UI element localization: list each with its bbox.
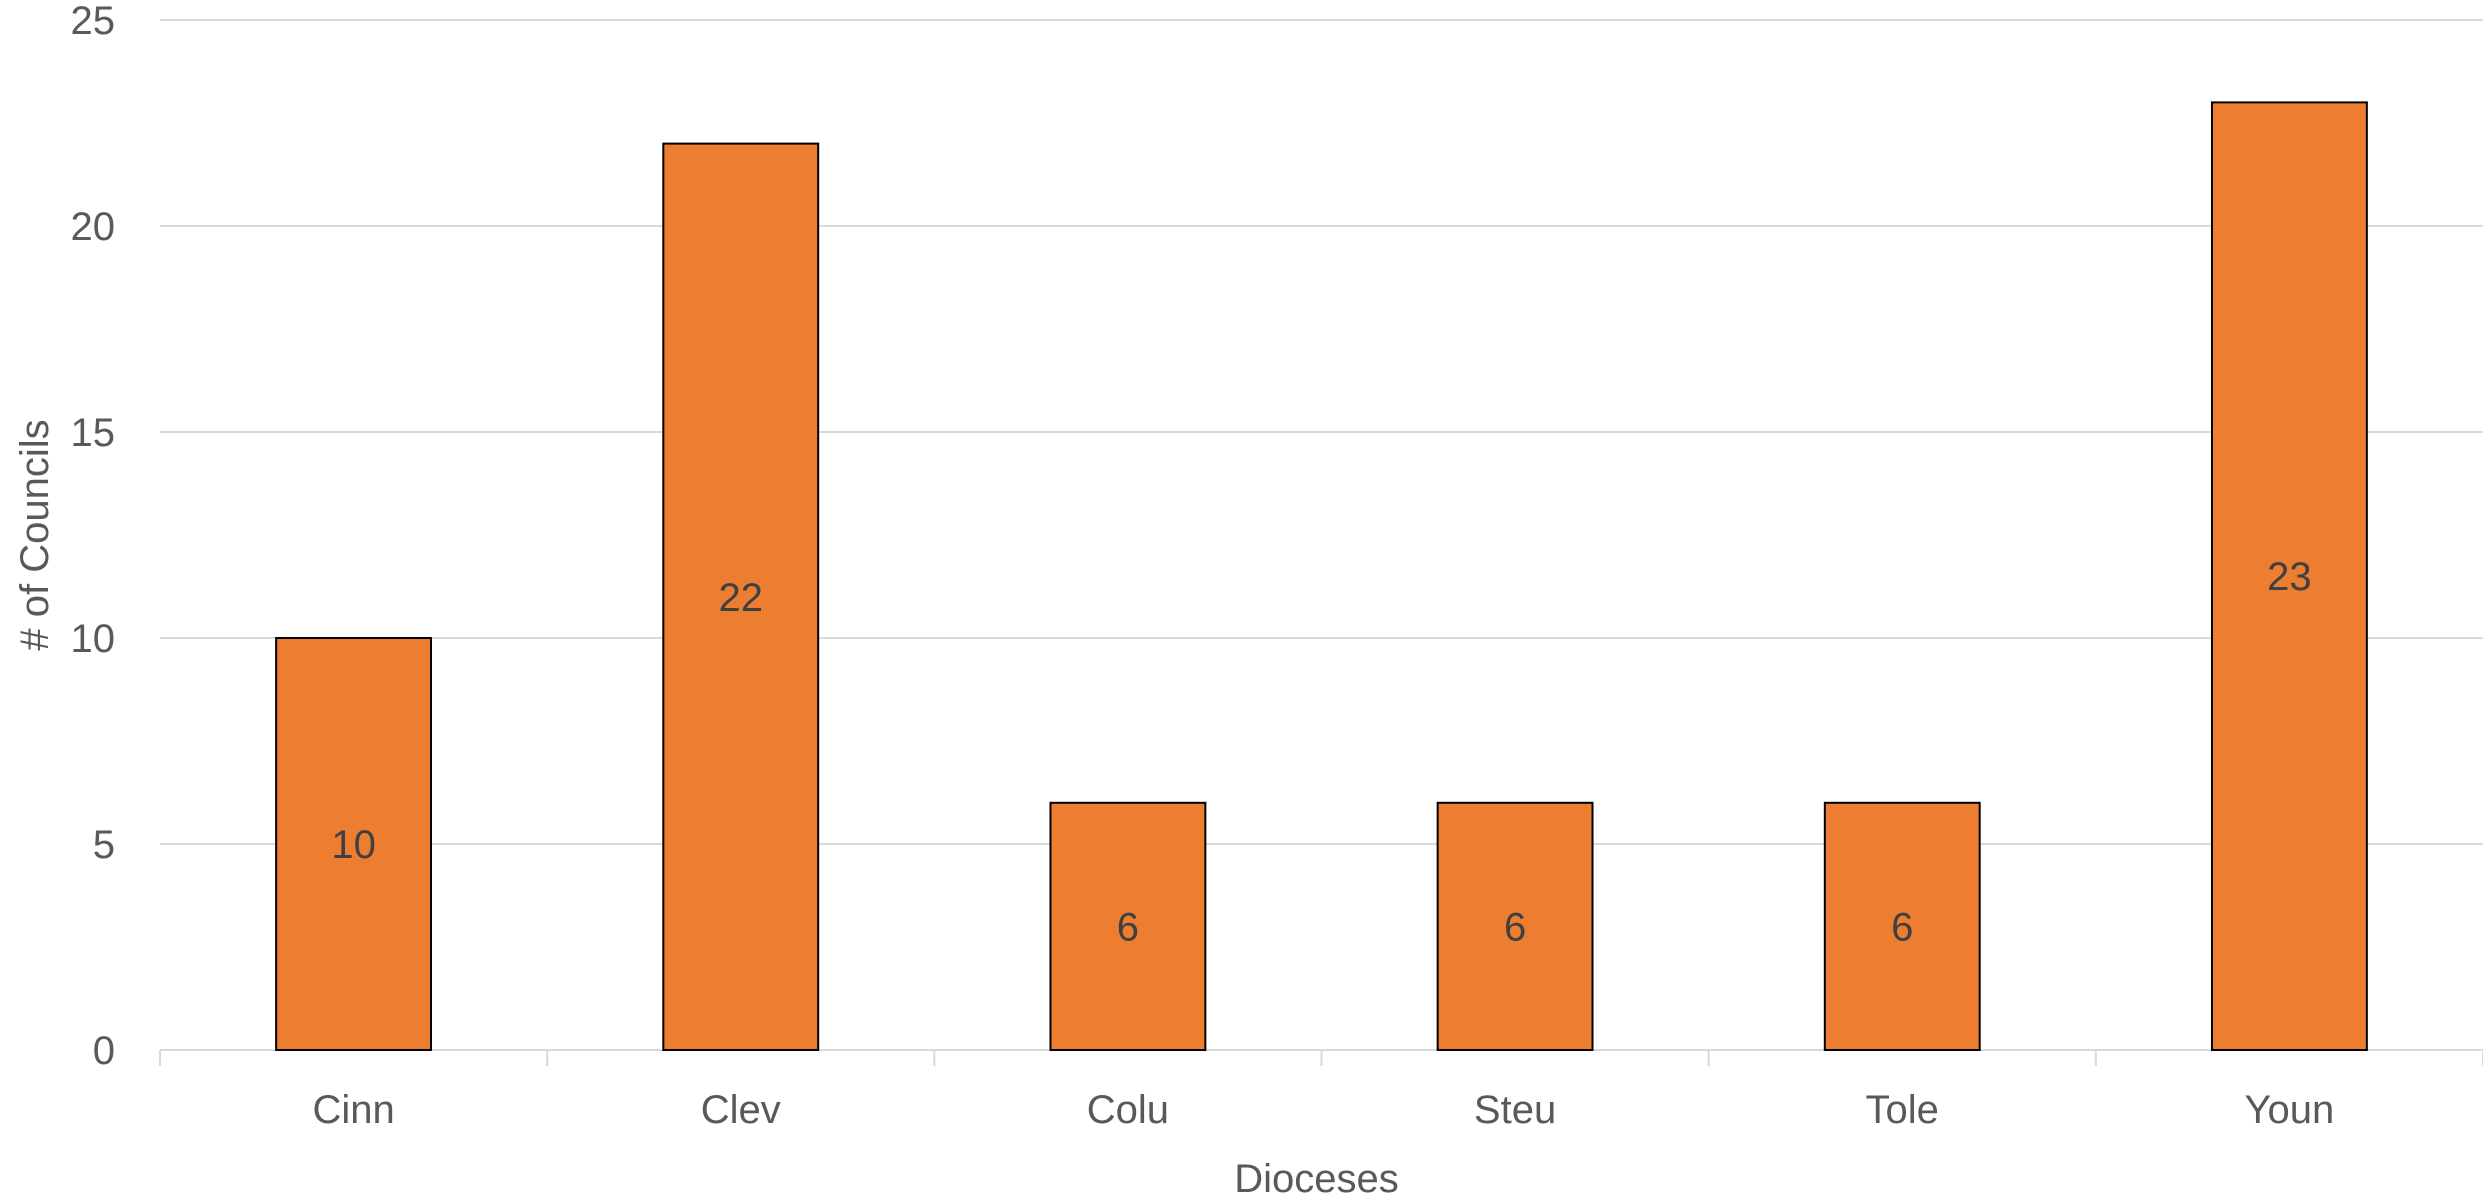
bar-colu [1049,801,1207,1051]
bar-youn [2210,101,2368,1051]
x-tick-label: Steu [1474,1088,1556,1132]
y-tick-label: 15 [71,411,116,455]
y-axis-title: # of Councils [13,419,57,650]
axes: 0 5 10 15 20 25 Cinn Clev Colu Steu Tole Youn [71,0,2483,1132]
data-label-steu: 6 [1504,905,1526,949]
x-tick-label: Tole [1866,1088,1939,1132]
y-tick-label: 20 [71,205,116,249]
gridlines [160,19,2483,845]
data-label-clev: 22 [719,576,764,620]
x-tick-label: Colu [1087,1088,1169,1132]
bar-clev [662,142,820,1052]
bar-steu [1436,801,1594,1051]
x-tick-label: Clev [701,1088,781,1132]
data-label-youn: 23 [2267,555,2312,599]
bars [275,101,2368,1052]
data-label-colu: 6 [1117,905,1139,949]
data-label-tole: 6 [1891,905,1913,949]
bar-cinn [275,637,433,1051]
data-labels: 10 22 6 6 6 23 [331,555,2311,949]
x-tick-label: Youn [2245,1088,2335,1132]
y-tick-label: 0 [93,1029,115,1073]
bar-tole [1823,801,1981,1051]
y-tick-label: 5 [93,823,115,867]
y-tick-label: 25 [71,0,116,43]
x-tick-label: Cinn [312,1088,394,1132]
x-axis-title: Dioceses [1234,1157,1399,1201]
y-tick-label: 10 [71,617,116,661]
data-label-cinn: 10 [331,823,376,867]
